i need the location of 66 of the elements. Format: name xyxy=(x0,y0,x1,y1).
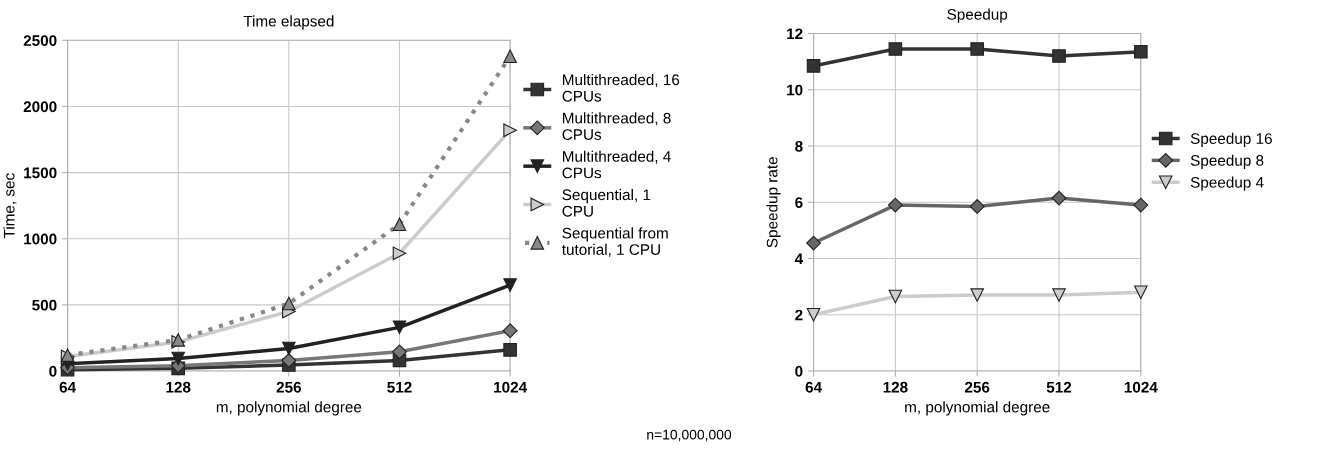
point xyxy=(1052,288,1066,302)
x-tick-label: 256 xyxy=(964,381,990,393)
y-tick-label: 10 xyxy=(787,84,803,96)
point xyxy=(392,320,407,335)
x-tick-label: 128 xyxy=(883,381,908,393)
point xyxy=(1052,49,1066,63)
x-tick-label: 1024 xyxy=(1124,381,1158,393)
y-tick-label: 6 xyxy=(795,197,803,208)
y-tick-label: 1000 xyxy=(24,233,57,245)
point xyxy=(392,344,407,360)
point xyxy=(970,42,984,56)
x-axis-title: m, polynomial degree xyxy=(216,401,362,416)
point xyxy=(970,288,984,302)
text: n=10,000,000 xyxy=(647,429,732,442)
x-axis-title: m, polynomial degree xyxy=(905,401,1050,416)
legend-label: Speedup 4 xyxy=(1190,176,1264,191)
y-tick-label: 0 xyxy=(795,365,803,377)
legend-label: Multithreaded, 4 CPUs xyxy=(562,150,671,179)
y-tick-label: 8 xyxy=(795,140,803,152)
point xyxy=(503,278,517,292)
y-axis-title: Speedup rate xyxy=(766,157,781,248)
legend-label: Sequential from tutorial, 1 CPU xyxy=(561,227,668,257)
point xyxy=(806,307,821,322)
x-tick-label: 128 xyxy=(166,381,191,393)
y-tick-label: 1500 xyxy=(24,167,57,179)
point xyxy=(282,341,296,356)
legend-label: Speedup 8 xyxy=(1190,154,1264,169)
point xyxy=(887,197,903,213)
legend-label: Multithreaded, 16 CPUs xyxy=(562,73,680,102)
x-tick-label: 256 xyxy=(276,381,302,393)
y-tick-label: 2000 xyxy=(23,101,57,113)
point xyxy=(392,246,407,261)
y-tick-label: 500 xyxy=(32,299,57,311)
point xyxy=(503,123,517,138)
point xyxy=(888,289,903,304)
y-tick-label: 0 xyxy=(49,365,57,377)
point xyxy=(502,323,518,339)
y-tick-label: 2500 xyxy=(23,35,57,46)
point xyxy=(969,199,985,214)
legend-label: Sequential, 1 CPU xyxy=(562,188,651,217)
legend-label: Multithreaded, 8 CPUs xyxy=(562,112,671,140)
point xyxy=(1051,190,1067,206)
point xyxy=(1134,44,1148,59)
y-tick-label: 4 xyxy=(794,253,804,265)
point xyxy=(392,217,407,231)
x-tick-label: 512 xyxy=(1046,381,1072,393)
x-tick-label: 512 xyxy=(387,381,412,393)
point xyxy=(281,352,297,368)
point xyxy=(503,343,517,357)
x-tick-label: 1024 xyxy=(494,381,528,393)
y-axis-title: Time, sec xyxy=(3,173,17,239)
point xyxy=(888,42,903,56)
point xyxy=(806,235,821,251)
chart-title: Time elapsed xyxy=(243,15,334,30)
point xyxy=(1134,285,1148,300)
point xyxy=(503,49,517,63)
y-tick-label: 12 xyxy=(787,28,803,40)
point xyxy=(806,59,821,73)
x-tick-label: 64 xyxy=(805,381,822,393)
point xyxy=(1133,197,1149,213)
point xyxy=(282,296,296,311)
y-tick-label: 2 xyxy=(795,309,803,321)
x-tick-label: 64 xyxy=(59,381,76,393)
chart-title: Speedup xyxy=(947,8,1008,23)
point xyxy=(171,351,186,366)
legend-label: Speedup 16 xyxy=(1190,132,1272,148)
